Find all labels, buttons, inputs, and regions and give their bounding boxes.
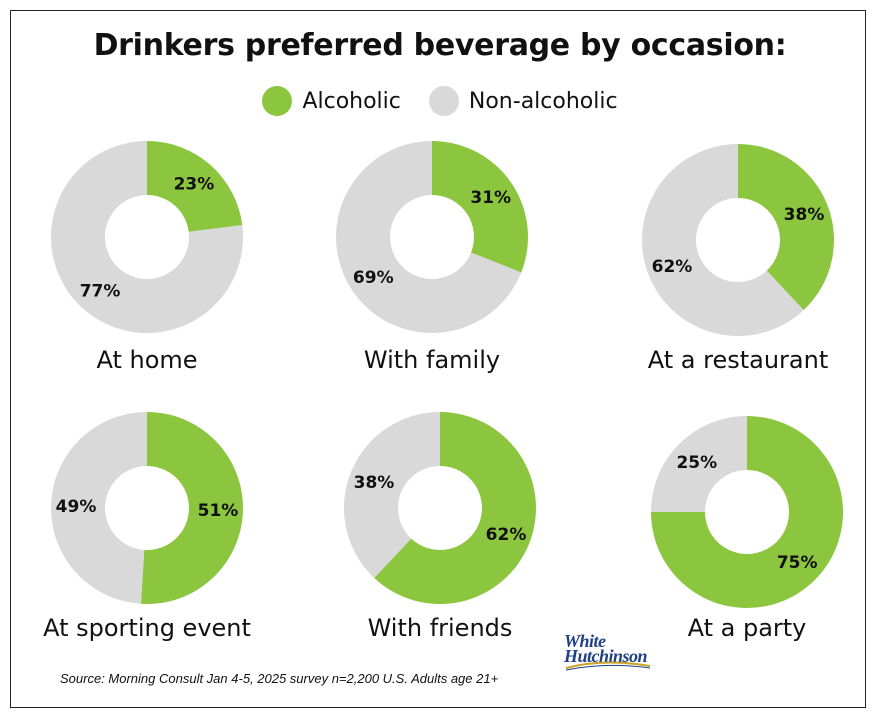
value-label-alcoholic: 51% [198, 501, 239, 521]
value-label-alcoholic: 23% [174, 175, 215, 195]
value-label-non-alcoholic: 38% [354, 473, 395, 493]
legend-label-non-alcoholic: Non-alcoholic [468, 88, 618, 114]
slice-non-alcoholic [51, 412, 148, 604]
value-label-non-alcoholic: 25% [676, 453, 717, 473]
category-label-at-a-restaurant: At a restaurant [647, 346, 829, 374]
slice-non-alcoholic [51, 141, 243, 333]
value-label-alcoholic: 75% [777, 553, 818, 573]
donut-at-home: 23% 77% [49, 139, 245, 335]
donut-with-family: 31% 69% [334, 139, 530, 335]
category-label-at-sporting-event: At sporting event [43, 614, 251, 642]
slice-non-alcoholic [344, 412, 440, 578]
value-label-non-alcoholic: 77% [80, 281, 121, 301]
legend-swatch-alcoholic [262, 86, 293, 116]
value-label-non-alcoholic: 49% [56, 497, 97, 517]
donut-at-a-restaurant: 38% 62% [640, 142, 836, 338]
legend-item-non-alcoholic: Non-alcoholic [428, 86, 618, 116]
value-label-alcoholic: 31% [470, 188, 511, 208]
slice-non-alcoholic [642, 144, 804, 336]
legend: Alcoholic Non-alcoholic [0, 86, 880, 116]
donut-svg-at-home: 23% 77% [51, 141, 243, 333]
white-hutchinson-logo: White Hutchinson [564, 632, 654, 692]
category-label-at-a-party: At a party [687, 614, 807, 642]
donut-svg-at-a-restaurant: 38% 62% [642, 144, 834, 336]
value-label-alcoholic: 38% [784, 205, 825, 225]
logo-line-1: White [564, 631, 606, 651]
slice-alcoholic [651, 416, 843, 608]
category-label-with-friends: With friends [367, 614, 513, 642]
slice-alcoholic [738, 144, 834, 310]
legend-item-alcoholic: Alcoholic [262, 86, 401, 116]
legend-label-alcoholic: Alcoholic [302, 88, 401, 114]
chart-title: Drinkers preferred beverage by occasion: [93, 28, 787, 63]
category-label-at-home: At home [96, 346, 198, 374]
donut-svg-at-sporting-event: 51% 49% [51, 412, 244, 604]
donut-at-sporting-event: 51% 49% [49, 410, 245, 606]
value-label-non-alcoholic: 69% [353, 268, 394, 288]
value-label-alcoholic: 62% [486, 525, 527, 545]
logo-swoosh-icon [565, 661, 651, 671]
slice-non-alcoholic [336, 141, 522, 333]
logo-line-2: Hutchinson [564, 646, 648, 666]
value-label-non-alcoholic: 62% [652, 257, 693, 277]
source-note: Source: Morning Consult Jan 4-5, 2025 su… [60, 671, 499, 686]
slice-alcoholic [147, 141, 243, 232]
donut-svg-at-a-party: 75% 25% [651, 416, 843, 608]
donut-with-friends: 62% 38% [342, 410, 538, 606]
slice-non-alcoholic [651, 416, 747, 512]
slice-alcoholic [140, 412, 244, 604]
slice-alcoholic [432, 141, 528, 273]
category-label-with-family: With family [363, 346, 501, 374]
donut-svg-with-family: 31% 69% [336, 141, 528, 333]
legend-swatch-non-alcoholic [428, 86, 459, 116]
slice-alcoholic [374, 412, 536, 604]
donut-at-a-party: 75% 25% [649, 414, 845, 610]
donut-svg-with-friends: 62% 38% [344, 412, 536, 604]
